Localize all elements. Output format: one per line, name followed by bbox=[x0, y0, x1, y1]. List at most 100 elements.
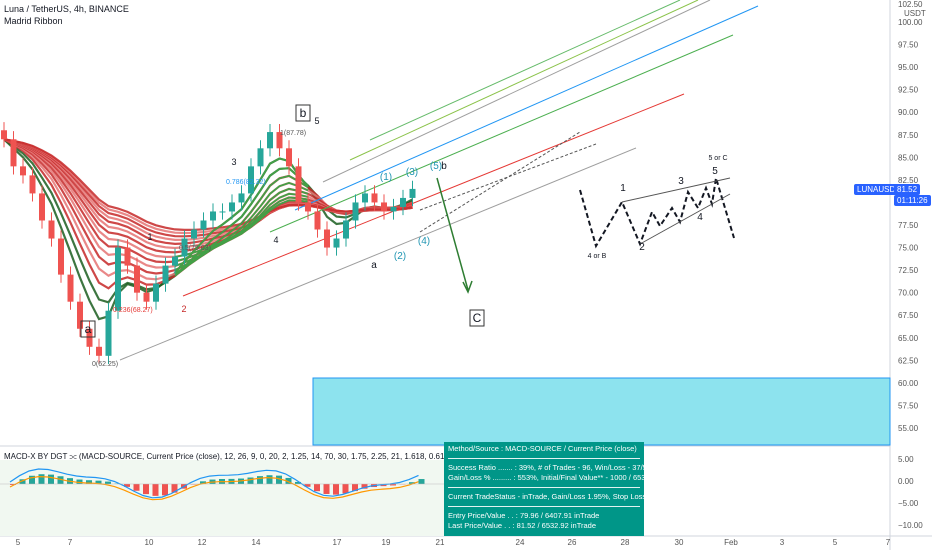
macd-histogram-bar bbox=[10, 484, 16, 485]
macd-histogram-bar bbox=[190, 484, 197, 485]
candle-body bbox=[67, 274, 74, 302]
candle-body bbox=[48, 220, 55, 239]
info-separator bbox=[448, 506, 640, 507]
fib-label: 1(87.78) bbox=[280, 130, 306, 137]
candle-body bbox=[390, 206, 397, 212]
time-tick-label: 3 bbox=[780, 538, 785, 547]
candle-body bbox=[286, 148, 292, 167]
info-line: Last Price/Value . . : 81.52 / 6532.92 i… bbox=[448, 521, 597, 530]
symbol-title: Luna / TetherUS, 4h, BINANCE bbox=[4, 4, 129, 14]
candle-body bbox=[295, 166, 302, 203]
macd-histogram-bar bbox=[409, 482, 415, 484]
schematic-wave bbox=[579, 177, 735, 249]
macd-histogram-bar bbox=[38, 474, 45, 484]
wave-label: b bbox=[300, 106, 307, 120]
dashed-line bbox=[419, 143, 597, 211]
macd-histogram-bar bbox=[133, 484, 140, 491]
wave-label: 1 bbox=[147, 232, 152, 242]
backtest-info-box: Method/Source : MACD-SOURCE / Current Pr… bbox=[444, 442, 644, 536]
time-tick-label: 14 bbox=[252, 538, 261, 547]
fib-label: 0.236(68.27) bbox=[113, 307, 153, 314]
last-price-tag: 81.52 bbox=[894, 184, 921, 195]
time-tick-label: 7 bbox=[886, 538, 891, 547]
schematic-label: 5 bbox=[712, 166, 718, 177]
candle-body bbox=[229, 202, 235, 212]
price-tick-label: 65.00 bbox=[898, 334, 919, 343]
fib-label: 0(62.25) bbox=[92, 361, 118, 368]
time-tick-label: 28 bbox=[621, 538, 630, 547]
wave-label-box bbox=[469, 309, 485, 327]
time-tick-label: Feb bbox=[724, 538, 738, 547]
channel-line bbox=[294, 5, 759, 211]
macd-histogram-bar bbox=[124, 484, 130, 487]
candle-body bbox=[105, 310, 112, 356]
ribbon-line bbox=[3, 138, 413, 231]
candle-body bbox=[77, 301, 83, 329]
macd-line bbox=[9, 468, 419, 499]
candle-body bbox=[10, 139, 17, 167]
macd-histogram-bar bbox=[342, 484, 349, 494]
schematic-label: 4 bbox=[697, 212, 703, 223]
price-tick-label: 57.50 bbox=[898, 401, 919, 410]
wedge-line bbox=[621, 177, 731, 203]
macd-tick-label: −5.00 bbox=[898, 499, 919, 508]
macd-histogram-bar bbox=[276, 475, 282, 484]
candle-body bbox=[343, 220, 349, 239]
macd-histogram-bar bbox=[57, 476, 64, 484]
candle-body bbox=[162, 265, 169, 284]
subwave-label: (1) bbox=[380, 172, 392, 183]
macd-histogram-bar bbox=[361, 484, 368, 489]
candle-body bbox=[191, 229, 197, 239]
candle-body bbox=[276, 132, 283, 149]
wave-label: 5 bbox=[314, 116, 319, 126]
candle-body bbox=[219, 211, 226, 213]
price-tick-label: 55.00 bbox=[898, 424, 919, 433]
candle-body bbox=[96, 346, 102, 356]
candle-body bbox=[124, 247, 131, 266]
macd-histogram-bar bbox=[29, 475, 35, 484]
macd-tick-label: 0.00 bbox=[898, 477, 914, 486]
candle-body bbox=[86, 328, 93, 347]
candle-body bbox=[200, 220, 207, 230]
macd-histogram-bar bbox=[304, 484, 311, 487]
schematic-label: 1 bbox=[620, 183, 626, 194]
price-tick-label: 95.00 bbox=[898, 63, 919, 72]
macd-histogram-bar bbox=[247, 477, 254, 484]
candle-body bbox=[143, 292, 150, 302]
candle-body bbox=[314, 211, 321, 230]
wave-label-box bbox=[80, 320, 96, 338]
candle-body bbox=[409, 188, 416, 198]
candle-body bbox=[210, 211, 216, 221]
axis-top-value: 102.50 bbox=[898, 0, 923, 9]
projection-arrow bbox=[436, 177, 469, 291]
channel-line bbox=[322, 0, 711, 183]
wave-label-box bbox=[295, 104, 311, 122]
axes: 100.0097.5095.0092.5090.0087.5085.0082.5… bbox=[16, 18, 923, 547]
elliott-waves: a b C 1 2 3 4 5 (1) (2) (3) (4) (5) a b 1 2 3 4 5 5 or C 4 or… bbox=[80, 104, 735, 368]
time-tick-label: 7 bbox=[68, 538, 73, 547]
info-line: Gain/Loss % ......... : 553%, Initial/Fi… bbox=[448, 473, 644, 482]
time-tick-label: 5 bbox=[16, 538, 21, 547]
time-tick-label: 17 bbox=[333, 538, 342, 547]
candle-body bbox=[58, 238, 64, 275]
price-tick-label: 62.50 bbox=[898, 356, 919, 365]
candle-body bbox=[20, 166, 26, 176]
time-tick-label: 21 bbox=[436, 538, 445, 547]
macd-indicator bbox=[0, 460, 450, 536]
symbol-tag: LUNAUSDT bbox=[854, 184, 904, 195]
schematic-label: 2 bbox=[639, 242, 645, 253]
macd-histogram-bar bbox=[266, 475, 273, 484]
price-tick-label: 97.50 bbox=[898, 41, 919, 50]
candle-body bbox=[115, 247, 121, 311]
fib-channel bbox=[119, 0, 759, 361]
candle-body bbox=[181, 238, 188, 257]
schematic-label: 3 bbox=[678, 176, 684, 187]
macd-histogram-bar bbox=[352, 484, 358, 492]
time-tick-label: 19 bbox=[382, 538, 391, 547]
candle-body bbox=[400, 197, 406, 207]
candle-body bbox=[39, 193, 45, 221]
macd-histogram-bar bbox=[390, 484, 396, 486]
info-separator bbox=[448, 458, 640, 459]
wave-label: 3 bbox=[231, 157, 236, 167]
